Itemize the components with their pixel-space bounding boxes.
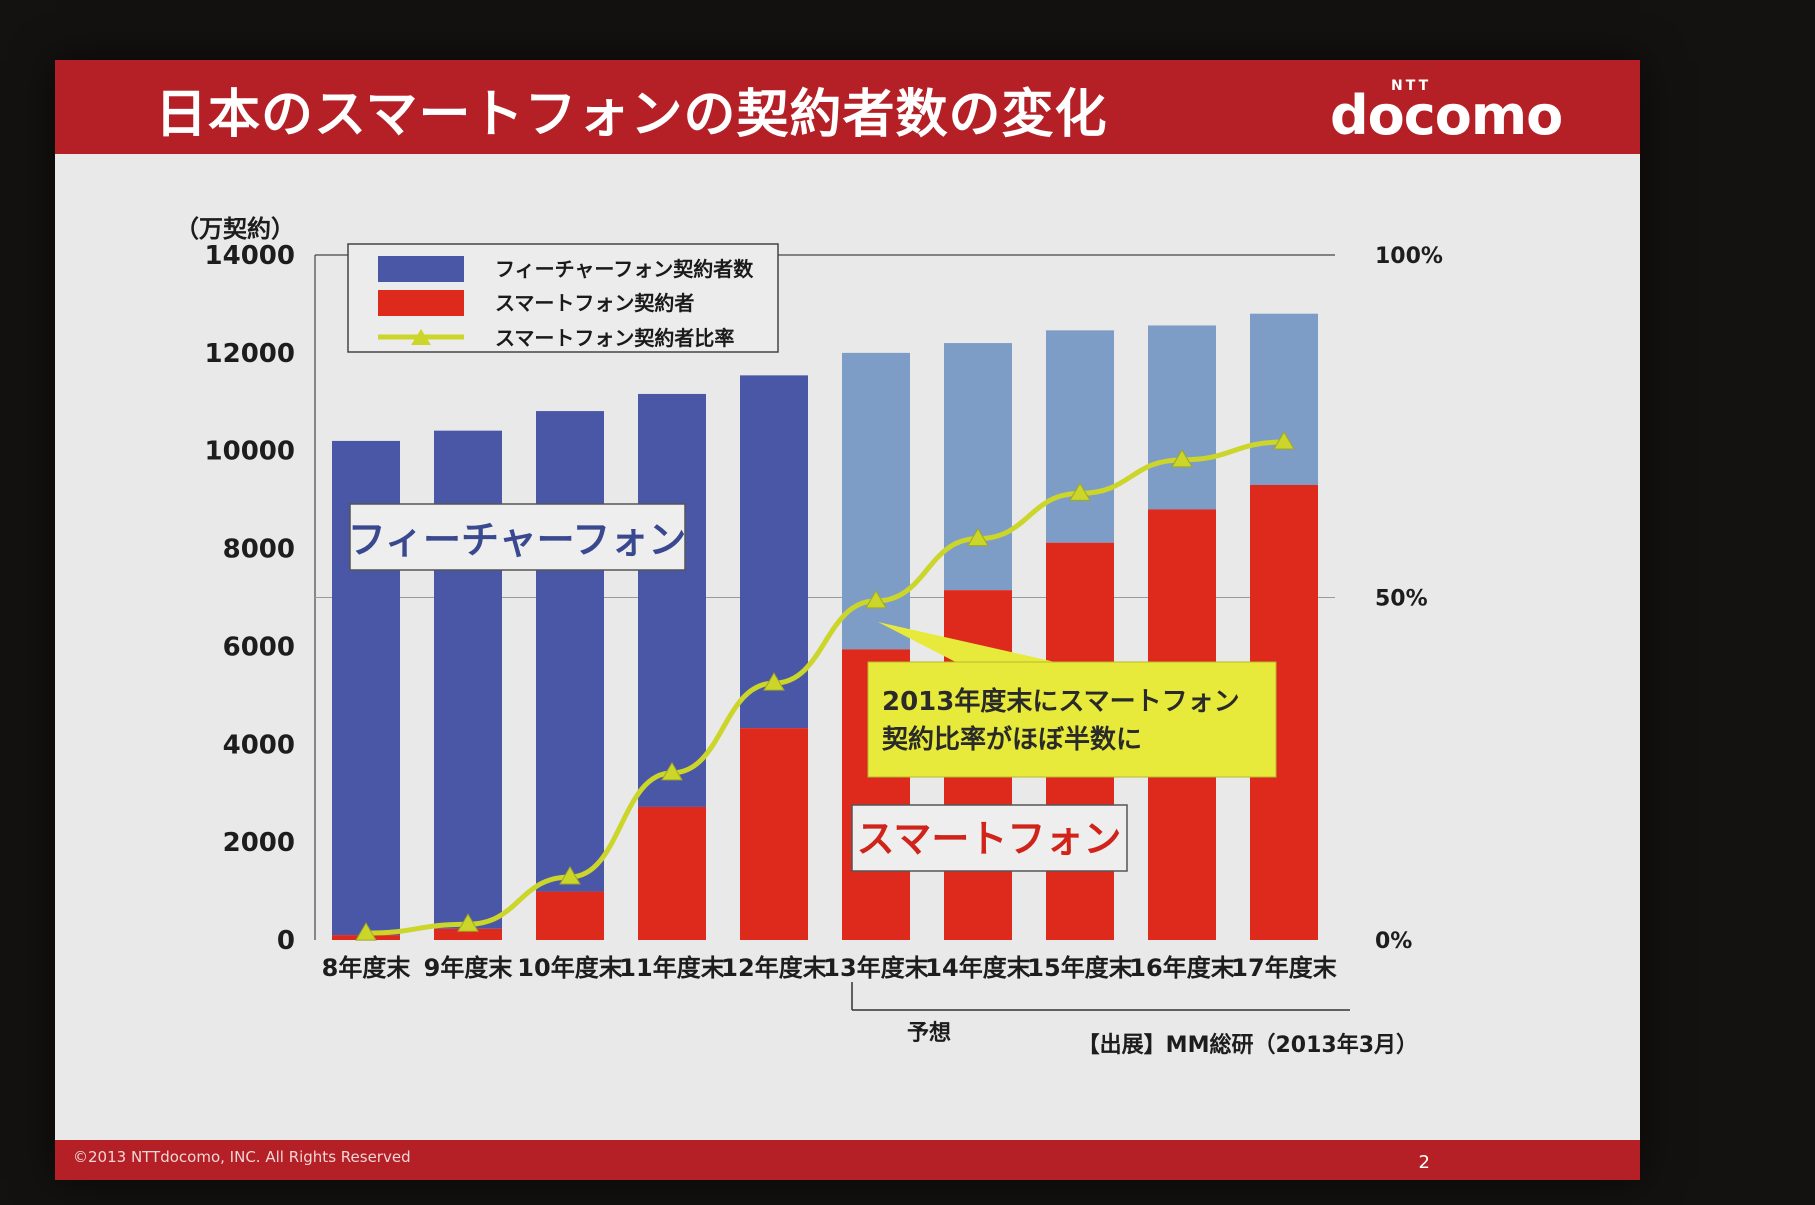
x-tick-label: 17年度末 xyxy=(1231,954,1337,982)
smartphone-label: スマートフォン xyxy=(857,817,1122,861)
bar-smartphone xyxy=(638,806,706,940)
forecast-bracket: 予想 xyxy=(851,982,1350,1046)
y-axis-unit-label: （万契約） xyxy=(175,215,295,243)
ratio-point xyxy=(559,865,581,885)
x-tick-label: 14年度末 xyxy=(925,954,1031,982)
y-tick-label: 2000 xyxy=(223,828,295,858)
bar-featurephone xyxy=(1046,330,1114,543)
brand-ntt: NTT xyxy=(1391,78,1432,94)
y-tick-label: 8000 xyxy=(223,535,295,565)
bar-smartphone xyxy=(536,891,604,940)
bar-featurephone xyxy=(1250,313,1318,485)
feature-phone-label: フィーチャーフォン xyxy=(348,518,687,562)
presentation-slide: 日本のスマートフォンの契約者数の変化 NTT docomo （万契約） 0 200… xyxy=(55,60,1640,1180)
y-tick-label: 12000 xyxy=(205,339,295,369)
y-tick-label: 0 xyxy=(277,926,295,956)
x-tick-label: 8年度末 xyxy=(322,954,412,982)
title-bar: 日本のスマートフォンの契約者数の変化 NTT docomo xyxy=(55,60,1640,154)
ratio-point xyxy=(1171,448,1193,468)
y2-axis: 0% 50% 100% xyxy=(1375,244,1443,954)
x-tick-label: 16年度末 xyxy=(1129,954,1235,982)
legend-label-ratio: スマートフォン契約者比率 xyxy=(495,326,734,350)
y2-tick-label: 100% xyxy=(1375,244,1443,269)
bars xyxy=(332,313,1318,940)
y2-tick-label: 0% xyxy=(1375,929,1412,954)
brand-logo: docomo xyxy=(1330,84,1563,147)
callout-line-2: 契約比率がほぼ半数に xyxy=(881,724,1142,755)
ratio-point xyxy=(763,672,785,691)
y-tick-label: 4000 xyxy=(223,730,295,760)
x-tick-label: 13年度末 xyxy=(823,954,929,982)
legend-label-smart: スマートフォン契約者 xyxy=(495,291,694,315)
source-note: 【出展】MM総研（2013年3月） xyxy=(1078,1032,1418,1058)
feature-phone-label-box: フィーチャーフォン xyxy=(348,503,687,571)
bar-featurephone xyxy=(740,375,808,729)
y-tick-label: 10000 xyxy=(205,437,295,467)
forecast-label: 予想 xyxy=(907,1021,951,1046)
y2-tick-label: 50% xyxy=(1375,587,1428,612)
ratio-point xyxy=(661,761,683,781)
copyright: ©2013 NTTdocomo, INC. All Rights Reserve… xyxy=(73,1148,411,1166)
ratio-point xyxy=(865,589,887,609)
bar-featurephone xyxy=(944,343,1012,591)
bar-smartphone xyxy=(740,728,808,940)
ratio-line-path xyxy=(365,439,1285,936)
legend-swatch-smart xyxy=(378,290,464,316)
y-tick-label: 14000 xyxy=(205,241,295,271)
ratio-point xyxy=(355,922,377,941)
legend-swatch-feature xyxy=(378,256,464,282)
bar-smartphone xyxy=(434,928,502,940)
bar-featurephone xyxy=(638,393,706,807)
x-tick-label: 15年度末 xyxy=(1027,954,1133,982)
callout-line-1: 2013年度末にスマートフォン xyxy=(882,686,1240,717)
x-tick-label: 9年度末 xyxy=(424,954,514,982)
ratio-point xyxy=(457,913,479,932)
chart: （万契約） 0 2000 4000 6000 8000 10000 12000 14000 0… xyxy=(175,215,1443,1058)
ratio-line xyxy=(355,431,1295,941)
x-axis: 8年度末 9年度末 10年度末11年度末12年度末13年度末14年度末15年度末16… xyxy=(322,954,1338,982)
page-number: 2 xyxy=(1418,1152,1430,1173)
slide-title: 日本のスマートフォンの契約者数の変化 xyxy=(155,85,1108,145)
ratio-point xyxy=(967,527,989,547)
x-tick-label: 10年度末 xyxy=(517,954,623,982)
x-tick-label: 11年度末 xyxy=(619,954,725,982)
bar-featurephone xyxy=(536,411,604,892)
callout: 2013年度末にスマートフォン 契約比率がほぼ半数に xyxy=(867,622,1277,778)
x-tick-label: 12年度末 xyxy=(721,954,827,982)
smartphone-label-box: スマートフォン xyxy=(851,804,1128,872)
bottom-bar: ©2013 NTTdocomo, INC. All Rights Reserve… xyxy=(55,1140,1640,1180)
legend: フィーチャーフォン契約者数 スマートフォン契約者 スマートフォン契約者比率 xyxy=(347,243,779,353)
ratio-point xyxy=(1069,482,1091,501)
y-tick-label: 6000 xyxy=(223,632,295,662)
ratio-point xyxy=(1273,431,1295,450)
legend-label-feature: フィーチャーフォン契約者数 xyxy=(495,257,754,281)
bar-featurephone xyxy=(1148,325,1216,510)
y-axis: 0 2000 4000 6000 8000 10000 12000 14000 xyxy=(205,241,295,956)
